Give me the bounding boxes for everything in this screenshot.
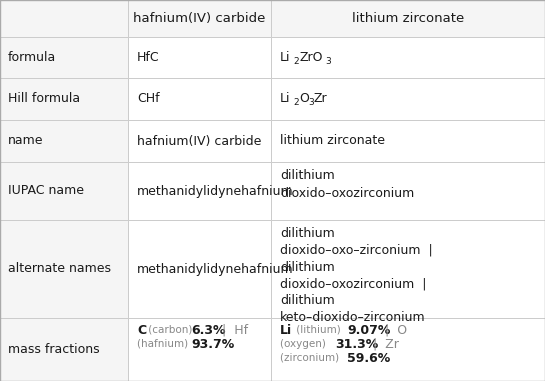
Bar (271, 162, 545, 220)
Text: 6.3%: 6.3% (191, 323, 226, 336)
Bar (128, 37, 271, 78)
Text: alternate names: alternate names (8, 263, 111, 275)
Bar (128, 162, 271, 220)
Text: Zr: Zr (314, 93, 328, 106)
Text: formula: formula (8, 51, 56, 64)
Text: 9.07%: 9.07% (347, 323, 390, 336)
Bar (271, 0, 545, 37)
Bar (271, 220, 545, 318)
Text: Li: Li (280, 93, 290, 106)
Bar (128, 0, 271, 37)
Text: methanidylidynehafnium: methanidylidynehafnium (137, 263, 294, 275)
Text: 3: 3 (308, 98, 314, 107)
Text: lithium zirconate: lithium zirconate (280, 134, 385, 147)
Text: methanidylidynehafnium: methanidylidynehafnium (137, 184, 294, 197)
Text: Li: Li (280, 51, 290, 64)
Text: |  Zr: | Zr (365, 338, 399, 351)
Bar (0, 318, 128, 381)
Bar (271, 120, 545, 162)
Text: dilithium
dioxido–oxozirconium: dilithium dioxido–oxozirconium (280, 169, 414, 200)
Text: Hill formula: Hill formula (8, 93, 80, 106)
Text: (carbon): (carbon) (145, 325, 196, 335)
Text: 2: 2 (293, 56, 299, 66)
Bar (128, 120, 271, 162)
Text: hafnium(IV) carbide: hafnium(IV) carbide (134, 12, 266, 25)
Bar (271, 318, 545, 381)
Text: IUPAC name: IUPAC name (8, 184, 84, 197)
Bar (271, 37, 545, 78)
Bar (0, 78, 128, 120)
Text: (zirconium): (zirconium) (280, 353, 342, 363)
Text: 59.6%: 59.6% (347, 352, 390, 365)
Text: 93.7%: 93.7% (191, 338, 234, 351)
Bar (0, 0, 128, 37)
Text: lithium zirconate: lithium zirconate (352, 12, 464, 25)
Text: ZrO: ZrO (299, 51, 323, 64)
Bar (0, 120, 128, 162)
Bar (128, 78, 271, 120)
Text: 2: 2 (293, 98, 299, 107)
Text: |  Hf: | Hf (214, 323, 248, 336)
Bar (271, 78, 545, 120)
Text: hafnium(IV) carbide: hafnium(IV) carbide (137, 134, 262, 147)
Bar (0, 220, 128, 318)
Text: Li: Li (280, 323, 292, 336)
Text: C: C (137, 323, 146, 336)
Text: 31.3%: 31.3% (335, 338, 378, 351)
Text: 3: 3 (325, 56, 331, 66)
Text: CHf: CHf (137, 93, 160, 106)
Text: name: name (8, 134, 44, 147)
Text: (oxygen): (oxygen) (280, 339, 329, 349)
Bar (128, 318, 271, 381)
Text: mass fractions: mass fractions (8, 343, 100, 356)
Text: O: O (299, 93, 309, 106)
Bar (128, 220, 271, 318)
Text: dilithium
dioxido–oxo–zirconium  |
dilithium
dioxido–oxozirconium  |
dilithium
k: dilithium dioxido–oxo–zirconium | dilith… (280, 227, 433, 324)
Bar (0, 162, 128, 220)
Bar (0, 37, 128, 78)
Text: |  O: | O (377, 323, 407, 336)
Text: HfC: HfC (137, 51, 160, 64)
Text: (hafnium): (hafnium) (137, 339, 191, 349)
Text: (lithium): (lithium) (293, 325, 344, 335)
